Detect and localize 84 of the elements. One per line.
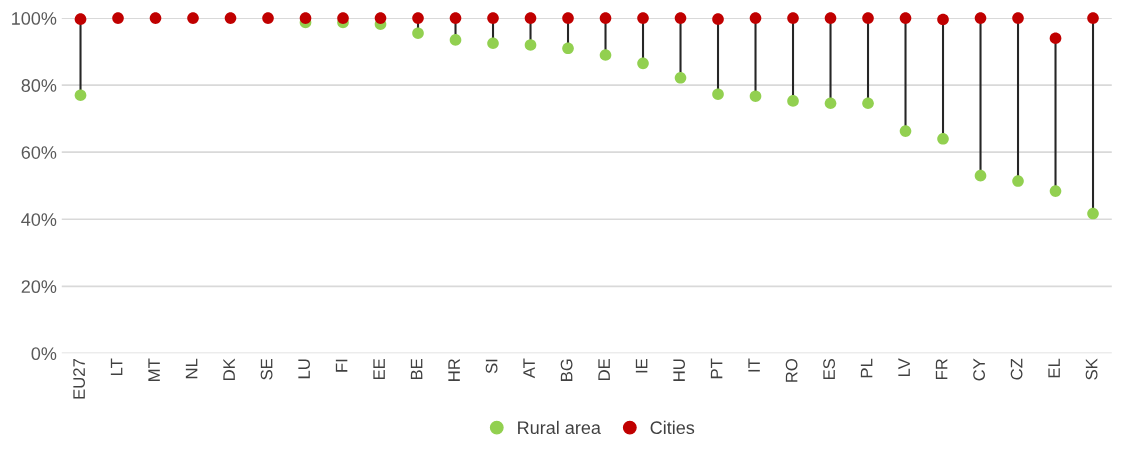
x-tick-label: LU — [298, 359, 310, 379]
point — [112, 12, 124, 24]
point — [749, 12, 762, 24]
point — [74, 13, 87, 25]
y-tick-label: 0% — [31, 347, 57, 361]
x-tick-label: RO — [785, 359, 798, 382]
x-tick-label: SI — [485, 359, 498, 374]
x-tick-label: PT — [710, 358, 723, 379]
point — [749, 90, 762, 103]
point — [1049, 32, 1062, 45]
point — [674, 71, 687, 84]
x-tick-label: AT — [523, 358, 535, 379]
point — [187, 12, 199, 24]
legend-label: Rural area — [518, 420, 601, 435]
x-tick-label: BG — [560, 359, 573, 381]
x-tick-label: SK — [1085, 358, 1098, 380]
y-tick-label: 60% — [21, 146, 57, 159]
x-tick-label: PL — [860, 358, 873, 378]
point — [449, 34, 462, 46]
point — [824, 12, 837, 24]
legend-label: Cities — [650, 420, 695, 435]
point — [599, 12, 612, 24]
x-tick-label: CZ — [1010, 358, 1023, 380]
point — [787, 95, 799, 107]
point — [487, 12, 499, 24]
point — [74, 89, 87, 102]
point — [1087, 12, 1099, 24]
point — [299, 12, 312, 24]
x-tick-label: FI — [335, 359, 348, 372]
point — [224, 12, 237, 24]
x-tick-label: NL — [185, 358, 198, 379]
x-tick-label: FR — [935, 358, 948, 380]
x-tick-label: CY — [973, 358, 985, 381]
point — [1012, 175, 1024, 187]
y-tick-label: 80% — [21, 79, 57, 92]
point — [262, 12, 274, 24]
point — [337, 12, 349, 24]
x-tick-label: EL — [1048, 358, 1060, 378]
point — [487, 37, 499, 50]
point — [374, 12, 387, 24]
point — [149, 12, 162, 24]
point — [562, 12, 574, 24]
x-tick-label: DK — [223, 358, 235, 380]
x-tick-label: DE — [598, 358, 610, 380]
point — [412, 12, 424, 24]
x-tick-label: BE — [410, 358, 423, 380]
point — [899, 125, 912, 137]
point — [449, 12, 462, 24]
point — [1049, 185, 1062, 197]
point — [562, 42, 574, 55]
x-tick-label: LV — [898, 358, 910, 376]
point — [1087, 207, 1099, 220]
y-tick-label: 20% — [21, 280, 57, 294]
point — [524, 12, 537, 24]
point — [862, 97, 874, 110]
point — [787, 12, 799, 24]
point — [899, 12, 912, 24]
x-tick-label: ES — [823, 358, 835, 380]
point — [674, 12, 687, 24]
point — [524, 39, 537, 51]
point — [712, 13, 724, 25]
point — [412, 27, 424, 40]
x-tick-label: LT — [110, 358, 123, 376]
x-tick-label: EU27 — [73, 359, 85, 399]
y-tick-label: 100% — [12, 12, 57, 25]
point — [1012, 12, 1024, 24]
x-tick-label: MT — [148, 358, 160, 381]
point — [974, 169, 987, 182]
point — [824, 97, 837, 110]
point — [637, 12, 649, 24]
point — [599, 49, 612, 61]
point — [974, 12, 987, 24]
x-tick-label: IE — [635, 358, 648, 373]
point — [637, 57, 649, 70]
point — [937, 13, 949, 26]
x-tick-label: HR — [448, 358, 460, 381]
x-tick-label: EE — [373, 358, 385, 380]
x-tick-label: IT — [748, 358, 760, 372]
point — [937, 132, 949, 145]
x-tick-label: HU — [673, 359, 685, 381]
x-tick-label: SE — [260, 358, 273, 380]
y-tick-label: 40% — [21, 213, 57, 226]
point — [712, 88, 724, 101]
point — [862, 12, 874, 24]
